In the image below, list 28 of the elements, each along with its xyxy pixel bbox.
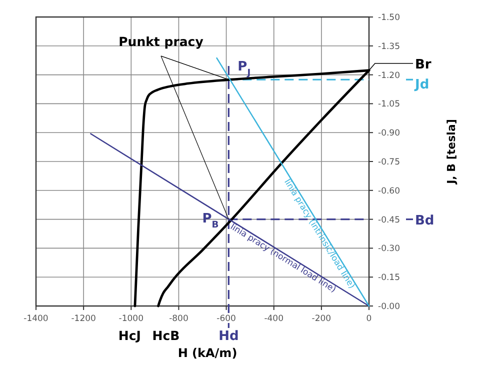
y-tick-label: -1.05 — [378, 100, 400, 110]
y-tick-label: -0.45 — [378, 215, 400, 226]
y-axis-title: J, B [tesla] — [445, 119, 458, 185]
y-tick-label: -0.30 — [378, 244, 400, 254]
y-tick-label: -0.60 — [378, 186, 400, 196]
x-tick-label: -400 — [264, 314, 284, 324]
annotation: Punkt pracy — [118, 34, 204, 49]
annotation: HcB — [152, 328, 180, 343]
x-axis-title: H (kA/m) — [178, 346, 238, 360]
x-tick-label: -1400 — [24, 314, 48, 324]
y-tick-label: -0.00 — [378, 302, 400, 312]
ref-line-label: Bd — [415, 213, 434, 228]
x-tick-label: -1200 — [71, 314, 96, 324]
ref-line-label: Hd — [218, 329, 239, 344]
ref-line-label: Jd — [414, 78, 430, 93]
y-tick-label: -0.75 — [378, 158, 400, 168]
y-tick-label: -1.50 — [378, 13, 400, 23]
x-tick-label: -200 — [312, 314, 332, 324]
x-tick-label: -800 — [169, 314, 188, 324]
y-tick-label: -1.20 — [378, 70, 400, 81]
y-tick-label: -0.15 — [378, 273, 400, 284]
annotation: HcJ — [118, 328, 141, 343]
x-tick-label: 0 — [366, 314, 372, 324]
x-tick-label: -1000 — [118, 314, 144, 324]
y-tick-label: -0.90 — [378, 128, 400, 139]
annotation: Br — [415, 57, 432, 72]
y-tick-label: -1.35 — [378, 42, 400, 52]
x-tick-label: -600 — [216, 314, 236, 324]
